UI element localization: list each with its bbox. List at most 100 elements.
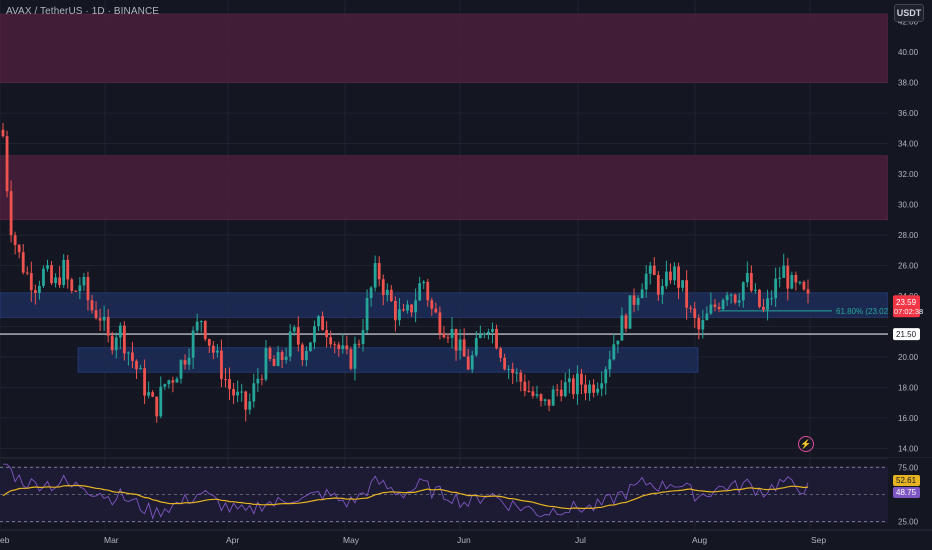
candle-body — [478, 334, 482, 339]
candle-body — [5, 136, 9, 192]
candle-body — [648, 265, 652, 274]
candle-body — [705, 313, 709, 321]
candle-body — [697, 317, 701, 330]
candle-body — [17, 244, 21, 253]
candle-body — [713, 304, 717, 307]
candle-body — [42, 268, 45, 286]
price-badge — [893, 295, 920, 318]
candle-body — [487, 331, 490, 334]
time-label: Mar — [104, 535, 119, 545]
candle-body — [38, 285, 41, 293]
current-price: 23.59 — [896, 298, 917, 307]
candle-body — [596, 388, 600, 393]
candle-body — [701, 320, 705, 330]
candle-body — [491, 328, 494, 332]
candle-body — [211, 345, 215, 353]
candle-body — [163, 384, 167, 387]
candle-body — [199, 321, 203, 323]
candle-body — [345, 345, 349, 350]
candle-body — [272, 358, 276, 366]
fib-label: 61.80% (23.02) — [836, 307, 891, 316]
candle-body — [689, 307, 693, 309]
candle-body — [745, 273, 749, 283]
candle-body — [29, 273, 33, 291]
candle-body — [737, 300, 741, 303]
candle-body — [733, 294, 737, 303]
candle-body — [612, 344, 616, 360]
candle-body — [288, 331, 292, 357]
candle-body — [373, 262, 377, 288]
candle-body — [523, 381, 527, 392]
candle-body — [50, 265, 53, 284]
candle-body — [770, 298, 773, 300]
candle-body — [628, 295, 632, 329]
candle-body — [515, 372, 519, 374]
candle-body — [33, 290, 37, 293]
candle-body — [454, 328, 458, 351]
candle-body — [535, 394, 539, 396]
candle-body — [268, 348, 272, 359]
candle-body — [110, 335, 114, 351]
candle-body — [381, 279, 385, 296]
candle-body — [74, 290, 78, 292]
candle-body — [106, 316, 110, 336]
candle-body — [90, 300, 94, 311]
candle-body — [248, 401, 252, 410]
candle-body — [296, 327, 300, 345]
lightning-icon[interactable]: ⚡ — [798, 436, 814, 452]
candle-body — [264, 348, 268, 380]
candle-body — [414, 300, 418, 313]
time-label: Apr — [226, 535, 239, 545]
candle-body — [511, 368, 515, 374]
time-label: Aug — [692, 535, 707, 545]
zone-resistance — [0, 155, 889, 221]
candle-body — [406, 304, 409, 311]
candle-body — [519, 372, 523, 382]
candle-body — [786, 265, 790, 289]
rsi-ma-value: 52.61 — [896, 476, 917, 485]
candle-body — [600, 383, 604, 389]
candle-body — [482, 333, 486, 335]
candle-body — [790, 274, 794, 289]
candle-body — [422, 281, 426, 284]
level-label: 21.50 — [896, 330, 917, 339]
candle-body — [665, 271, 668, 287]
symbol-title[interactable]: AVAX / TetherUS · 1D · BINANCE — [6, 6, 160, 17]
candle-body — [94, 310, 98, 319]
candle-body — [495, 328, 498, 349]
price-tick: 28.00 — [898, 231, 919, 240]
candle-body — [693, 308, 697, 318]
currency-button[interactable]: USDT — [894, 4, 924, 22]
price-tick: 36.00 — [898, 109, 919, 118]
candle-body — [175, 378, 179, 383]
candle-body — [624, 315, 628, 329]
candle-body — [329, 337, 333, 345]
candle-body — [232, 389, 235, 396]
candle-body — [608, 359, 612, 370]
rsi-ma-badge — [893, 475, 920, 486]
zone-support — [0, 292, 889, 318]
candle-body — [762, 306, 765, 310]
zone-support — [77, 347, 699, 373]
candle-body — [183, 360, 187, 365]
candle-body — [778, 277, 782, 279]
candle-body — [1, 129, 5, 137]
candle-body — [276, 352, 280, 366]
candle-body — [135, 360, 138, 370]
candle-body — [555, 389, 559, 391]
candle-body — [127, 352, 130, 354]
candle-body — [82, 276, 86, 286]
candle-body — [754, 289, 757, 291]
candle-body — [442, 333, 446, 338]
rsi-ma-line — [2, 484, 809, 510]
candle-body — [357, 343, 361, 345]
candle-body — [660, 286, 664, 295]
candle-body — [220, 350, 223, 380]
candle-body — [604, 369, 608, 384]
rsi-value: 48.75 — [896, 488, 917, 497]
candle-body — [551, 389, 555, 406]
candle-body — [652, 265, 656, 275]
candle-body — [588, 384, 591, 394]
candle-body — [236, 391, 240, 396]
